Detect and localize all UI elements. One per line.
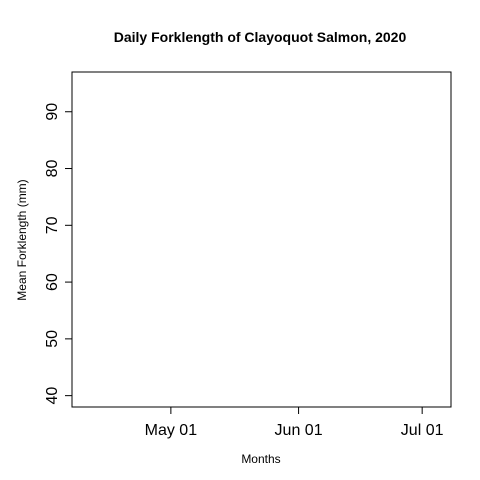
x-tick-label: Jul 01 bbox=[401, 422, 444, 439]
x-tick-label: Jun 01 bbox=[275, 422, 323, 439]
y-tick-label: 50 bbox=[44, 330, 61, 348]
y-axis: 40 50 60 70 80 90 bbox=[44, 103, 73, 405]
x-axis: May 01 Jun 01 Jul 01 bbox=[145, 407, 444, 439]
x-tick-label: May 01 bbox=[145, 422, 198, 439]
y-tick-label: 90 bbox=[44, 103, 61, 121]
x-axis-label: Months bbox=[241, 452, 280, 466]
y-tick-label: 40 bbox=[44, 387, 61, 405]
y-tick-label: 80 bbox=[44, 160, 61, 178]
y-tick-label: 70 bbox=[44, 216, 61, 234]
chart-title: Daily Forklength of Clayoquot Salmon, 20… bbox=[114, 29, 407, 45]
y-tick-label: 60 bbox=[44, 273, 61, 291]
y-axis-label: Mean Forklength (mm) bbox=[15, 179, 29, 300]
